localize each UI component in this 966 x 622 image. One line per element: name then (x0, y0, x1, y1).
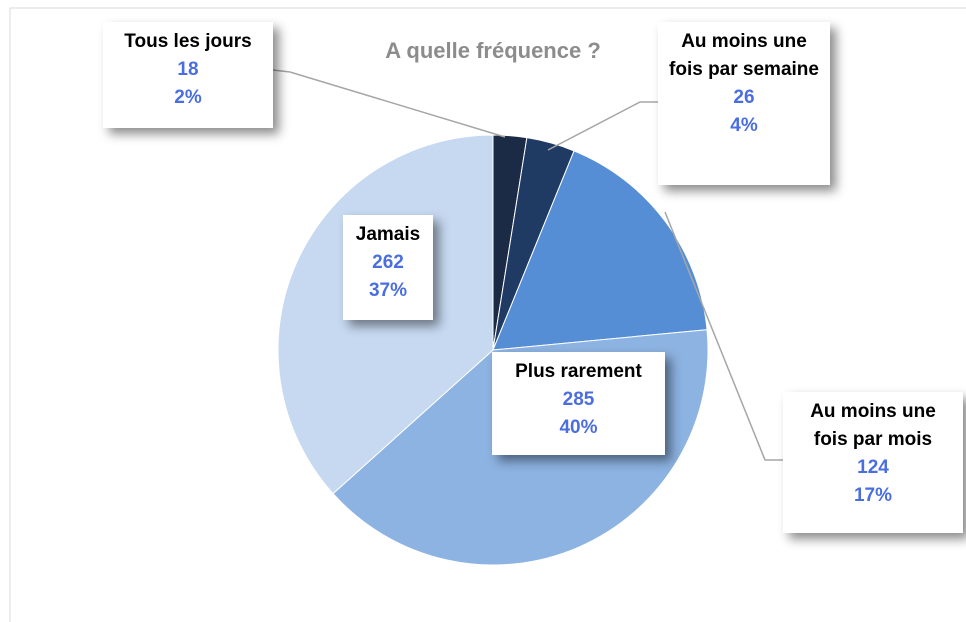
label-category: Au moins une fois par mois (810, 401, 936, 450)
label-percent: 2% (174, 87, 202, 108)
label-value: 26 (733, 87, 755, 108)
label-value: 262 (372, 252, 404, 273)
data-label: Jamais 262 37% (343, 215, 433, 320)
label-category: Tous les jours (124, 31, 252, 52)
label-percent: 4% (730, 115, 758, 136)
data-label: Au moins une fois par semaine 26 4% (658, 22, 830, 185)
data-label: Au moins une fois par mois 124 17% (783, 392, 963, 533)
leader-line (272, 69, 506, 138)
label-value: 285 (562, 389, 595, 410)
leader-line (547, 101, 658, 151)
label-percent: 40% (559, 417, 598, 438)
label-percent: 17% (853, 485, 893, 506)
chart-title: A quelle fréquence ? (385, 38, 601, 63)
data-label: Plus rarement 285 40% (492, 352, 665, 455)
label-value: 124 (857, 457, 889, 478)
label-category: Plus rarement (515, 361, 642, 382)
label-category: Au moins une fois par semaine (669, 31, 819, 80)
label-value: 18 (177, 59, 199, 80)
leader-line (664, 211, 783, 461)
pie (277, 134, 709, 566)
data-label: Tous les jours 18 2% (103, 22, 273, 128)
label-category: Jamais (355, 224, 421, 245)
label-percent: 37% (368, 280, 408, 301)
